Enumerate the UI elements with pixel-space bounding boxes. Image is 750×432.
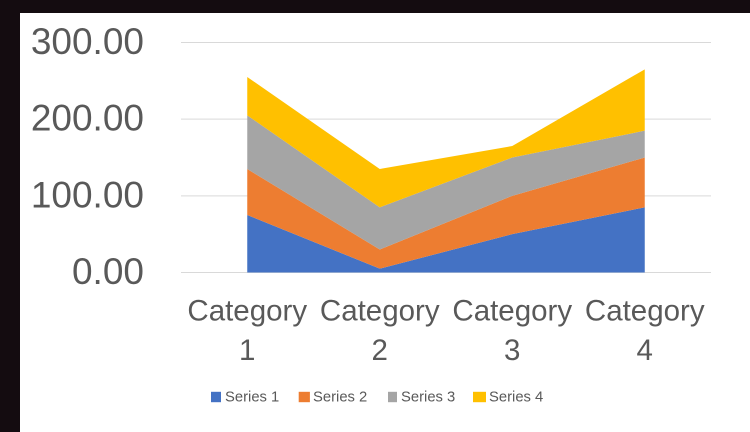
svg-text:2: 2 [372,334,388,367]
svg-text:Category: Category [452,295,572,328]
svg-text:Series 4: Series 4 [489,389,543,405]
svg-text:Series 2: Series 2 [313,389,367,405]
svg-text:4: 4 [637,334,653,367]
svg-text:Category: Category [187,295,307,328]
svg-text:Series 3: Series 3 [401,389,455,405]
svg-text:300.00: 300.00 [31,21,144,62]
svg-text:3: 3 [504,334,520,367]
svg-text:0.00: 0.00 [72,251,144,292]
svg-text:Category: Category [320,295,440,328]
svg-text:200.00: 200.00 [31,98,144,139]
svg-text:Category: Category [585,295,705,328]
svg-text:Series 1: Series 1 [225,389,279,405]
svg-text:1: 1 [239,334,255,367]
svg-text:100.00: 100.00 [31,174,144,215]
